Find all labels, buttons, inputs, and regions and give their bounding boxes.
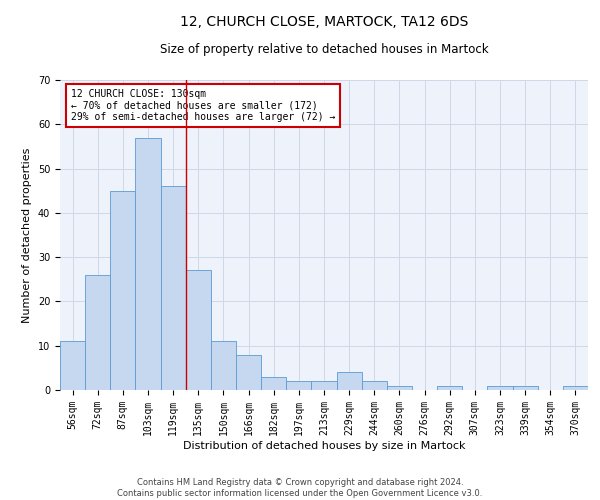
Bar [136, 138, 161, 390]
Bar [311, 381, 337, 390]
Bar [236, 354, 261, 390]
Text: 12 CHURCH CLOSE: 130sqm
← 70% of detached houses are smaller (172)
29% of semi-d: 12 CHURCH CLOSE: 130sqm ← 70% of detache… [71, 90, 335, 122]
Bar [487, 386, 512, 390]
Text: Size of property relative to detached houses in Martock: Size of property relative to detached ho… [160, 42, 488, 56]
Bar [512, 386, 538, 390]
Bar [437, 386, 462, 390]
Bar [85, 275, 110, 390]
Bar [186, 270, 211, 390]
Bar [161, 186, 186, 390]
Bar [60, 342, 85, 390]
X-axis label: Distribution of detached houses by size in Martock: Distribution of detached houses by size … [183, 440, 465, 450]
Y-axis label: Number of detached properties: Number of detached properties [22, 148, 32, 322]
Bar [563, 386, 588, 390]
Bar [387, 386, 412, 390]
Text: Contains HM Land Registry data © Crown copyright and database right 2024.
Contai: Contains HM Land Registry data © Crown c… [118, 478, 482, 498]
Bar [337, 372, 362, 390]
Bar [110, 190, 136, 390]
Bar [211, 342, 236, 390]
Bar [286, 381, 311, 390]
Bar [362, 381, 387, 390]
Text: 12, CHURCH CLOSE, MARTOCK, TA12 6DS: 12, CHURCH CLOSE, MARTOCK, TA12 6DS [180, 15, 468, 29]
Bar [261, 376, 286, 390]
